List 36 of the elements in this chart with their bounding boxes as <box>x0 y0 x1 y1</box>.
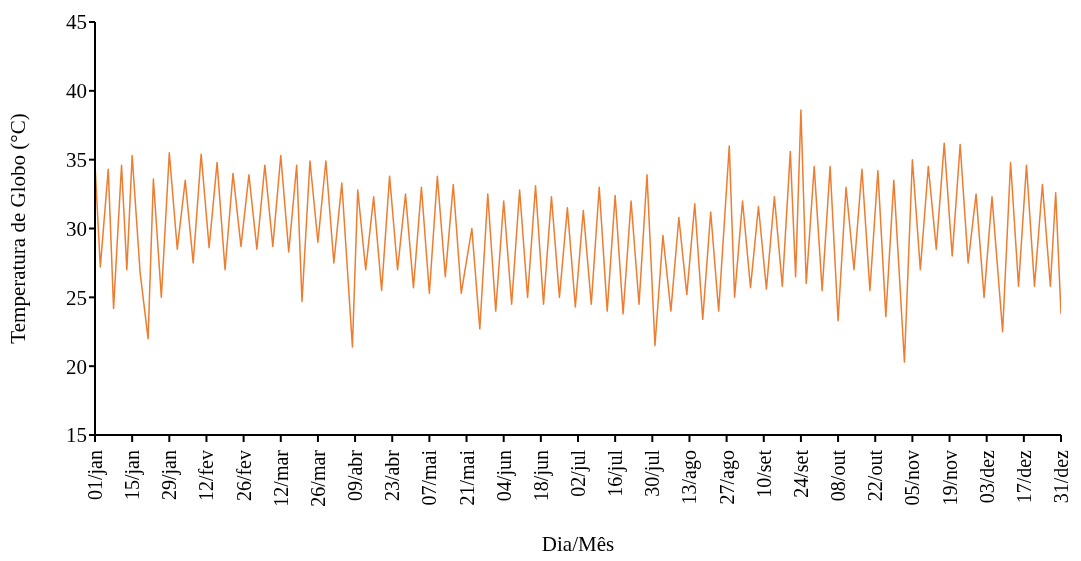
x-tick-label: 18/jun <box>529 450 553 502</box>
x-tick-label: 05/nov <box>901 450 924 506</box>
y-tick-label: 40 <box>66 79 87 104</box>
x-tick-label: 08/out <box>827 449 850 502</box>
x-tick-label: 30/jul <box>641 449 665 497</box>
x-tick-label: 31/dez <box>1050 449 1072 504</box>
x-tick-label: 01/jan <box>84 450 107 500</box>
y-tick-label: 30 <box>66 216 87 241</box>
x-tick-label: 23/abr <box>381 449 404 502</box>
x-tick-label: 15/jan <box>121 450 145 500</box>
y-tick-label: 35 <box>66 148 87 173</box>
y-tick-label: 20 <box>66 354 87 379</box>
x-tick-label: 04/jun <box>492 450 516 502</box>
x-tick-label: 24/set <box>789 449 812 498</box>
x-tick-label: 09/abr <box>344 449 367 502</box>
x-tick-label: 17/dez <box>1012 449 1035 504</box>
x-tick-label: 19/nov <box>938 450 961 506</box>
x-tick-label: 12/fev <box>195 450 218 502</box>
x-tick-label: 07/mai <box>418 449 441 506</box>
x-tick-label: 12/mar <box>269 449 292 507</box>
x-tick-label: 16/jul <box>604 449 628 497</box>
x-tick-label: 03/dez <box>975 449 998 504</box>
x-tick-label: 22/out <box>864 449 887 502</box>
y-tick-label: 45 <box>66 10 87 35</box>
y-tick-label: 15 <box>66 423 87 448</box>
x-tick-label: 02/jul <box>567 449 590 497</box>
x-tick-label: 21/mai <box>455 449 478 506</box>
x-axis-title: Dia/Mês <box>541 532 615 556</box>
x-tick-label: 10/set <box>752 449 775 498</box>
x-tick-label: 27/ago <box>715 450 739 505</box>
x-tick-label: 13/ago <box>678 450 702 505</box>
y-axis-title: Temperatura de Globo (°C) <box>6 113 31 344</box>
y-tick-label: 25 <box>66 285 87 310</box>
x-tick-label: 26/fev <box>232 450 255 502</box>
x-tick-label: 29/jan <box>158 450 182 500</box>
x-tick-label: 26/mar <box>306 449 329 507</box>
